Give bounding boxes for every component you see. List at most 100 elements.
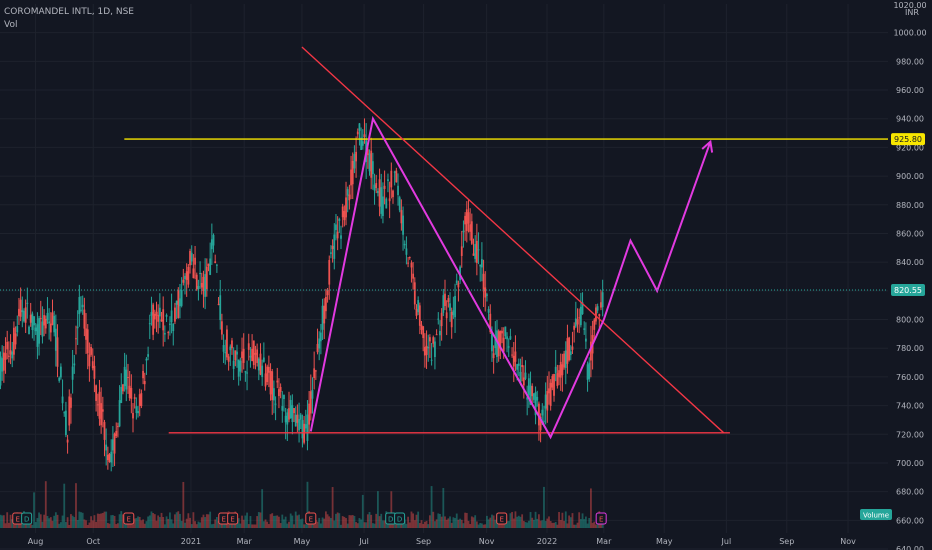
volume-bar (56, 514, 59, 528)
candle-body (174, 307, 176, 322)
volume-bar (43, 514, 46, 528)
candle-body (101, 409, 104, 412)
candle-body (177, 290, 180, 319)
event-marker-label: D (388, 516, 393, 524)
candle-body (66, 439, 69, 443)
pattern-arrowhead[interactable] (701, 139, 714, 153)
volume-bar (341, 516, 344, 528)
candle-body (71, 366, 74, 380)
volume-bar (190, 524, 193, 528)
volume-bar (266, 521, 269, 528)
candle-body (487, 309, 490, 313)
candle-body (232, 360, 235, 369)
volume-bar (486, 515, 488, 528)
earnings-marker-icon[interactable] (227, 512, 239, 525)
candle-body (145, 358, 148, 361)
candle-body (219, 295, 222, 320)
volume-bar (504, 524, 507, 528)
candle-body (19, 299, 22, 317)
candle-body (532, 393, 535, 400)
candle-body (388, 198, 391, 202)
volume-bar (538, 514, 540, 528)
candle-body (128, 385, 131, 399)
candle-body (418, 305, 421, 326)
candle-body (53, 315, 56, 333)
candle-body (293, 408, 295, 414)
candle-body (348, 194, 351, 201)
candle-body (259, 353, 262, 375)
candle-body (284, 415, 287, 423)
candle-body (474, 244, 477, 259)
candle-body (103, 422, 106, 440)
candle-body (33, 316, 35, 326)
price-tick-label: 920.00 (896, 143, 924, 152)
volume-bar (425, 520, 428, 528)
candle-body (130, 387, 133, 399)
dividend-marker-icon[interactable] (21, 512, 33, 525)
volume-bar (588, 517, 591, 528)
volume-bar (217, 521, 220, 528)
symbol-title[interactable]: COROMANDEL INTL, 1D, NSE (4, 7, 134, 17)
volume-bar (412, 513, 415, 528)
candle-body (93, 365, 96, 379)
volume-bar (340, 524, 342, 528)
candle-body (549, 382, 552, 406)
time-tick-label: 2021 (181, 537, 201, 546)
earnings-marker-icon[interactable] (496, 512, 508, 525)
descending-trendline[interactable] (301, 46, 725, 434)
candle-body (115, 430, 118, 436)
candle-body (405, 248, 408, 255)
candle-body (564, 350, 567, 368)
volume-bar (423, 521, 426, 528)
candle-body (541, 409, 544, 416)
time-tick-label: Sep (779, 537, 794, 546)
volume-bar (527, 520, 530, 528)
candle-body (227, 356, 230, 362)
candle-body (122, 384, 124, 392)
volume-bar (568, 515, 571, 528)
volume-bar (53, 515, 56, 528)
candle-body (118, 400, 121, 427)
earnings-marker-icon[interactable] (123, 512, 135, 525)
volume-bar (512, 518, 515, 528)
drawings[interactable] (0, 46, 888, 440)
volume-bar (554, 522, 557, 528)
earnings-marker-icon[interactable] (305, 512, 317, 525)
candle-body (197, 286, 200, 290)
candle-body (187, 266, 190, 285)
volume-bar (90, 516, 92, 528)
event-marker-label: E (309, 516, 313, 524)
price-axis[interactable]: 1020.00 INR 640.00 660.00 680.00 700.00 720.… (860, 1, 927, 550)
candle-body (142, 370, 144, 379)
volume-bar (111, 515, 114, 528)
candle-body (343, 210, 346, 221)
volume-bar (256, 516, 259, 528)
dividend-marker-icon[interactable] (394, 512, 406, 525)
volume-bar (440, 516, 443, 528)
volume-bar (202, 514, 205, 528)
candle-body (294, 414, 297, 427)
candle-body (86, 329, 89, 354)
volume-bar (143, 523, 146, 528)
earnings-marker-icon[interactable] (595, 512, 607, 525)
volume-bar (254, 524, 257, 528)
volume-bar (370, 514, 373, 528)
volume-bar (2, 515, 5, 528)
volume-bar (397, 521, 399, 528)
volume-bar (244, 515, 247, 528)
volume-bar (88, 522, 91, 528)
volume-bar (328, 516, 331, 528)
volume-bar (420, 520, 423, 528)
volume-bar (338, 513, 341, 528)
time-axis[interactable]: Aug Oct 2021 Mar May Jul Sep Nov 2022 Mar May Jul Se… (28, 537, 856, 546)
volume-indicator-label[interactable]: Vol (4, 20, 18, 30)
time-tick-label: Aug (28, 537, 44, 546)
volume-bar (4, 523, 7, 528)
volume-bar (452, 517, 455, 528)
event-marker-label: D (24, 516, 29, 524)
pattern-path[interactable] (309, 115, 712, 440)
candle-body (167, 332, 170, 334)
volume-bar (586, 523, 589, 528)
